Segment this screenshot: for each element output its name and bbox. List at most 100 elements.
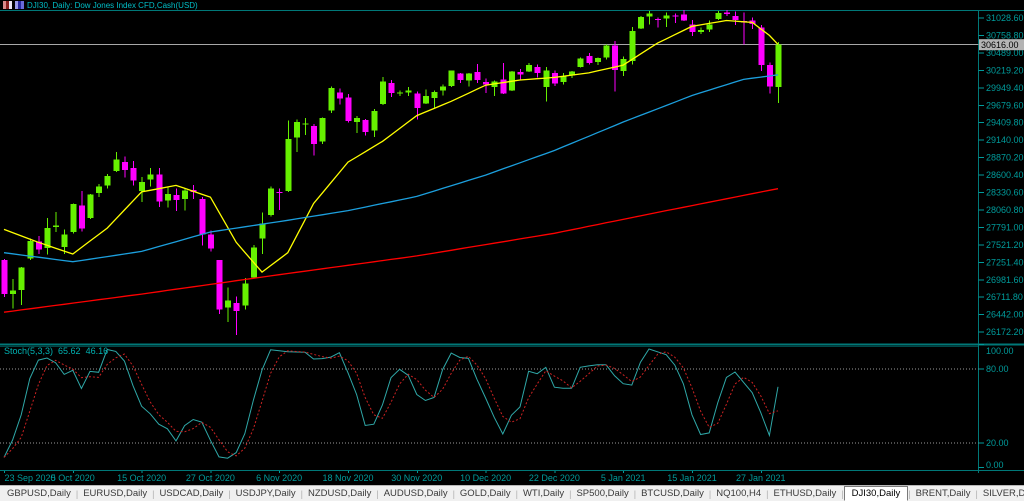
symbol-tab-gbpusd[interactable]: GBPUSD,Daily bbox=[7, 488, 71, 499]
bull-candle bbox=[637, 17, 644, 29]
symbol-tab-dji30[interactable]: DJI30,Daily bbox=[843, 486, 909, 501]
candlestick-chart-icon bbox=[3, 1, 12, 9]
date-axis-label: 22 Dec 2020 bbox=[528, 473, 580, 483]
symbol-tab-silver[interactable]: SILVER,Daily bbox=[982, 488, 1024, 499]
bull-candle bbox=[285, 138, 292, 192]
tab-separator: | bbox=[569, 488, 572, 499]
bear-candle bbox=[216, 259, 223, 310]
bear-candle bbox=[276, 191, 283, 193]
bull-candle bbox=[440, 86, 447, 91]
tab-separator: | bbox=[452, 488, 455, 499]
bull-candle bbox=[577, 58, 584, 68]
bull-candle bbox=[569, 71, 576, 76]
bull-candle bbox=[354, 117, 361, 123]
bear-candle bbox=[199, 199, 206, 235]
symbol-tab-nq100[interactable]: NQ100,H4 bbox=[716, 488, 762, 499]
tab-separator: | bbox=[152, 488, 155, 499]
date-axis-label: 5 Jan 2021 bbox=[600, 473, 646, 483]
bear-candle bbox=[345, 97, 352, 121]
bull-candle bbox=[319, 118, 326, 142]
bull-candle bbox=[560, 76, 567, 82]
bear-candle bbox=[207, 234, 214, 249]
tab-separator: | bbox=[633, 488, 637, 499]
price-tick-label: 26172.20 bbox=[986, 327, 1024, 337]
bear-candle bbox=[457, 73, 464, 81]
bear-candle bbox=[233, 303, 240, 311]
tab-separator: | bbox=[975, 488, 978, 499]
bull-candle bbox=[526, 64, 533, 72]
bear-candle bbox=[311, 125, 318, 145]
bear-candle bbox=[173, 195, 180, 201]
stoch-axis-label: 100.00 bbox=[986, 346, 1014, 356]
bull-candle bbox=[405, 90, 412, 93]
symbol-tab-gold[interactable]: GOLD,Daily bbox=[459, 488, 511, 499]
price-tick-label: 29949.40 bbox=[986, 83, 1024, 93]
ma-slow-line bbox=[3, 188, 779, 313]
symbol-tab-usdjpy[interactable]: USDJPY,Daily bbox=[235, 488, 296, 499]
bull-candle bbox=[328, 87, 335, 111]
bear-candle bbox=[758, 27, 765, 65]
bull-candle bbox=[104, 175, 111, 186]
tab-separator: | bbox=[515, 488, 518, 499]
symbol-tab-ethusd[interactable]: ETHUSD,Daily bbox=[773, 488, 837, 499]
symbol-tab-usdcad[interactable]: USDCAD,Daily bbox=[159, 488, 224, 499]
bull-candle bbox=[431, 92, 438, 99]
bull-candle bbox=[448, 70, 455, 86]
bear-candle bbox=[78, 205, 85, 229]
bull-candle bbox=[44, 227, 51, 249]
date-axis: 23 Sep 2020 5 Oct 2020 15 Oct 2020 27 Oct 2… bbox=[0, 473, 1024, 485]
bear-candle bbox=[732, 15, 739, 21]
price-tick-label: 26981.60 bbox=[986, 275, 1024, 285]
date-axis-label: 18 Nov 2020 bbox=[322, 473, 374, 483]
bull-candle bbox=[225, 300, 232, 308]
symbol-tab-audusd[interactable]: AUDUSD,Daily bbox=[383, 488, 448, 499]
price-tick-label: 28330.60 bbox=[986, 188, 1024, 198]
tab-separator: | bbox=[841, 488, 844, 499]
symbol-tab-eurusd[interactable]: EURUSD,Daily bbox=[83, 488, 148, 499]
chart-window-titlebar: DJI30, Daily: Dow Jones Index CFD,Cash(U… bbox=[0, 0, 1024, 10]
bull-candle bbox=[698, 29, 705, 33]
bull-candle bbox=[646, 13, 653, 17]
chart-canvas[interactable]: 31028.60 30758.80 30489.00 30219.20 29949.40… bbox=[0, 10, 1024, 473]
bear-candle bbox=[672, 15, 679, 17]
bull-candle bbox=[706, 24, 713, 30]
bull-candle bbox=[397, 92, 404, 94]
price-tick-label: 28870.20 bbox=[986, 153, 1024, 163]
bull-candle bbox=[87, 194, 94, 218]
tab-separator: | bbox=[228, 488, 231, 499]
bull-candle bbox=[139, 181, 146, 192]
bull-candle bbox=[594, 58, 601, 62]
bear-candle bbox=[586, 56, 593, 63]
bull-candle bbox=[10, 290, 17, 295]
symbol-tab-sp500[interactable]: SP500,Daily bbox=[576, 488, 629, 499]
bull-candle bbox=[371, 110, 378, 131]
bull-candle bbox=[242, 283, 249, 306]
bull-candle bbox=[53, 225, 60, 227]
bear-candle bbox=[474, 72, 481, 81]
symbol-tab-btcusd[interactable]: BTCUSD,Daily bbox=[641, 488, 704, 499]
indicator-window-icon bbox=[15, 1, 24, 9]
symbol-tab-wti[interactable]: WTI,Daily bbox=[522, 488, 565, 499]
bull-candle bbox=[27, 240, 34, 259]
symbol-tab-nzdusd[interactable]: NZDUSD,Daily bbox=[308, 488, 372, 499]
bear-candle bbox=[483, 81, 490, 85]
stoch-axis-label: 80.00 bbox=[986, 364, 1009, 374]
price-tick-label: 27521.20 bbox=[986, 240, 1024, 250]
bear-candle bbox=[1, 259, 8, 294]
price-tick-label: 27251.40 bbox=[986, 257, 1024, 267]
current-price-label: 30616.00 bbox=[981, 40, 1019, 50]
bear-candle bbox=[35, 241, 42, 250]
stoch-d-line bbox=[3, 350, 779, 458]
bear-candle bbox=[689, 24, 696, 32]
bull-candle bbox=[182, 190, 189, 200]
tab-separator: | bbox=[376, 488, 379, 499]
price-tick-label: 30219.20 bbox=[986, 65, 1024, 75]
tab-separator: | bbox=[908, 488, 911, 499]
symbol-tab-brent[interactable]: BRENT,Daily bbox=[915, 488, 971, 499]
stoch-axis-label: 20.00 bbox=[986, 438, 1009, 448]
ma-fast-line bbox=[3, 19, 779, 273]
price-tick-label: 28600.40 bbox=[986, 170, 1024, 180]
date-axis-label: 27 Oct 2020 bbox=[185, 473, 235, 483]
bull-candle bbox=[775, 44, 782, 88]
bull-candle bbox=[715, 12, 722, 20]
